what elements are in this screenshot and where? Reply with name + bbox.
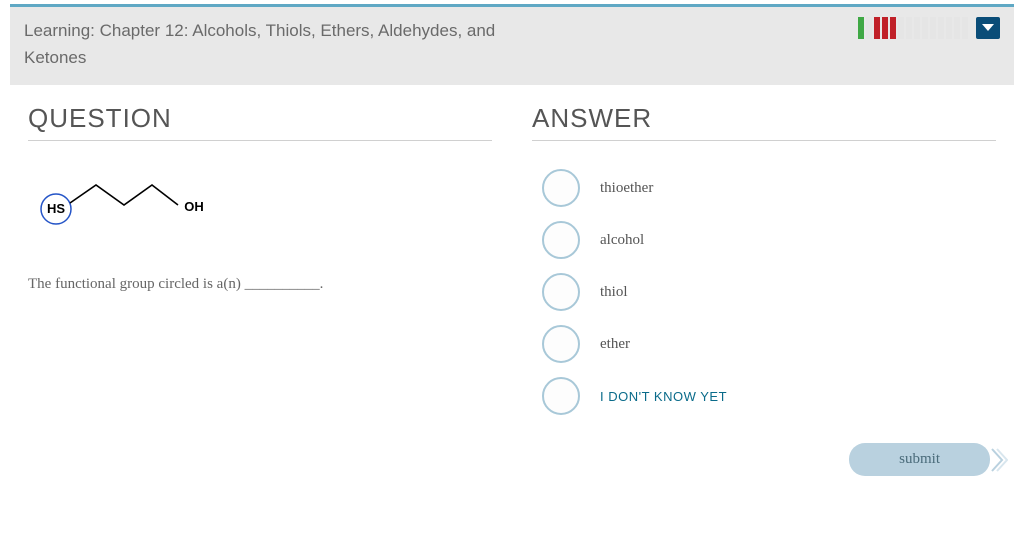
question-column: QUESTION HS OH The functional group circ… (28, 103, 492, 476)
progress-dropdown-button[interactable] (976, 17, 1000, 39)
option-label: thioether (600, 180, 653, 197)
question-text: The functional group circled is a(n) ___… (28, 276, 492, 293)
oh-label: OH (184, 199, 204, 214)
progress-segment (866, 17, 872, 39)
option-label: alcohol (600, 232, 644, 249)
progress-segment (938, 17, 944, 39)
progress-segment (914, 17, 920, 39)
progress-segment (954, 17, 960, 39)
radio-button[interactable] (542, 377, 580, 415)
progress-segment (890, 17, 896, 39)
progress-segment (898, 17, 904, 39)
chapter-title: Learning: Chapter 12: Alcohols, Thiols, … (24, 17, 544, 71)
chevron-down-icon (982, 24, 994, 32)
progress-segment (906, 17, 912, 39)
main-content: QUESTION HS OH The functional group circ… (0, 85, 1024, 476)
answer-option[interactable]: thioether (542, 169, 996, 207)
submit-label: submit (899, 451, 940, 467)
header: Learning: Chapter 12: Alcohols, Thiols, … (10, 7, 1014, 85)
bond-path (70, 185, 178, 205)
answer-option[interactable]: ether (542, 325, 996, 363)
progress-segment (946, 17, 952, 39)
progress-segment (874, 17, 880, 39)
hs-label: HS (47, 201, 65, 216)
option-label: I DON'T KNOW YET (600, 389, 727, 404)
question-heading: QUESTION (28, 103, 492, 141)
submit-row: submit (532, 443, 996, 476)
answer-column: ANSWER thioether alcohol thiol ether I DON'T… (532, 103, 996, 476)
progress-segment (930, 17, 936, 39)
progress-segment (882, 17, 888, 39)
progress-bar (858, 17, 968, 39)
answer-option[interactable]: alcohol (542, 221, 996, 259)
radio-button[interactable] (542, 221, 580, 259)
progress-segment (858, 17, 864, 39)
radio-button[interactable] (542, 169, 580, 207)
answer-heading: ANSWER (532, 103, 996, 141)
submit-chevrons-icon (990, 447, 1008, 473)
option-label: thiol (600, 284, 628, 301)
radio-button[interactable] (542, 325, 580, 363)
answer-option[interactable]: thiol (542, 273, 996, 311)
option-label: ether (600, 336, 630, 353)
submit-button[interactable]: submit (849, 443, 990, 476)
answer-options: thioether alcohol thiol ether I DON'T KNOW Y… (542, 169, 996, 415)
answer-option[interactable]: I DON'T KNOW YET (542, 377, 996, 415)
radio-button[interactable] (542, 273, 580, 311)
progress-segment (962, 17, 968, 39)
header-controls (858, 17, 1000, 39)
progress-segment (922, 17, 928, 39)
molecule-diagram: HS OH (38, 171, 492, 236)
